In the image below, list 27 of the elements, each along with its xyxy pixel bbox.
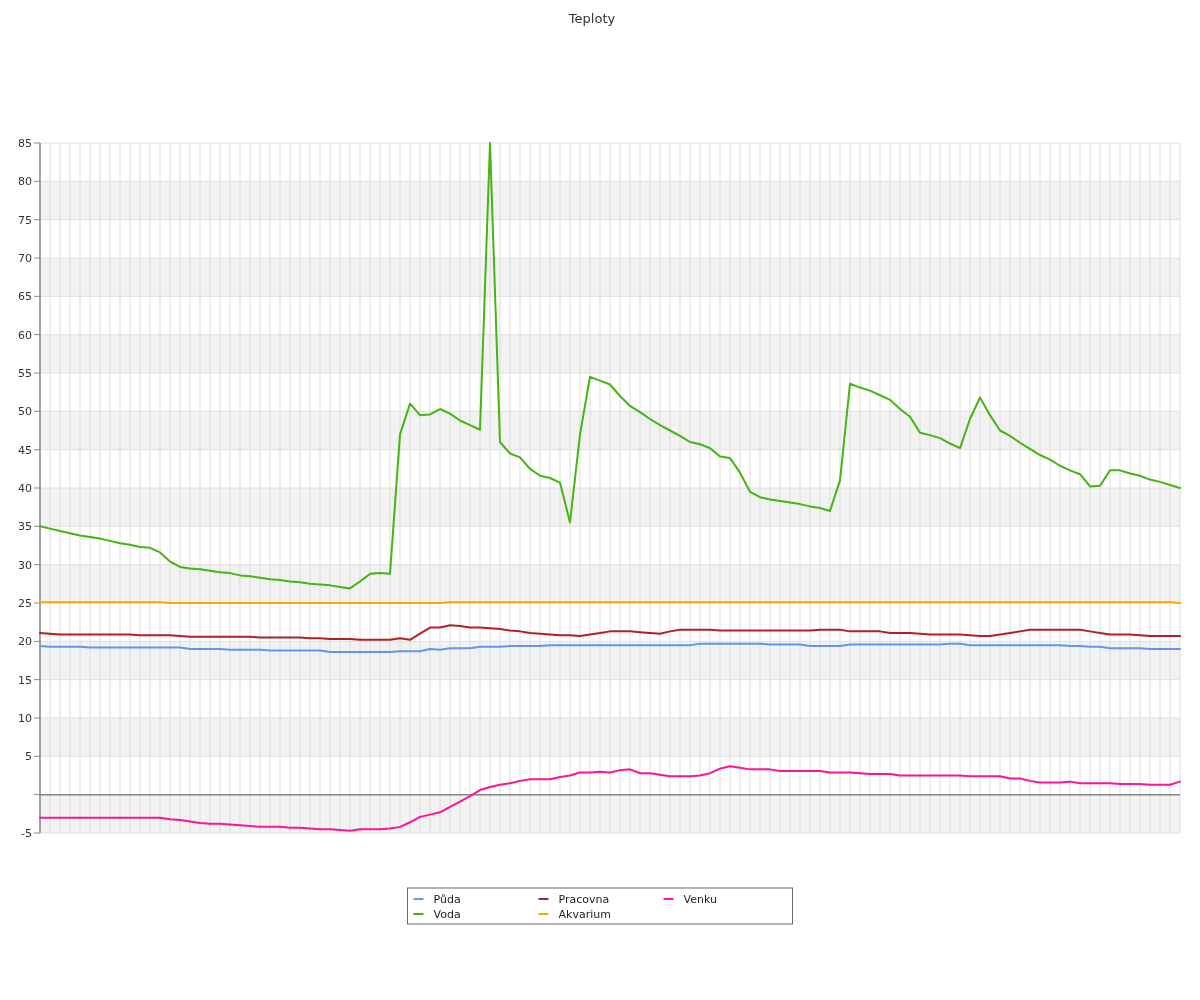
- y-tick-label: 40: [18, 481, 32, 495]
- y-tick-label: -5: [21, 826, 32, 840]
- legend-label: Půda: [433, 892, 461, 906]
- y-tick-label: 10: [18, 711, 32, 725]
- line-series: [39, 642, 1181, 654]
- y-tick-label: 65: [18, 290, 32, 304]
- line-series: [39, 142, 1181, 590]
- legend-label: Venku: [683, 892, 717, 906]
- legend-label: Akvarium: [558, 907, 611, 921]
- legend-label: Voda: [433, 907, 461, 921]
- y-tick-label: 35: [18, 520, 32, 534]
- y-tick-label: 45: [18, 443, 32, 457]
- line-series: [39, 624, 1181, 641]
- y-tick-label: 75: [18, 213, 32, 227]
- y-tick-label: 5: [25, 750, 32, 764]
- y-tick-label: 30: [18, 558, 32, 572]
- y-tick-label: 55: [18, 366, 32, 380]
- y-tick-label: 60: [18, 328, 32, 342]
- y-tick-label: 20: [18, 635, 32, 649]
- y-tick-label: 80: [18, 175, 32, 189]
- y-tick-label: 25: [18, 596, 32, 610]
- y-tick-label: 15: [18, 673, 32, 687]
- y-tick-label: 70: [18, 251, 32, 265]
- y-tick-label: 50: [18, 405, 32, 419]
- chart-title: Teploty: [567, 11, 616, 26]
- y-tick-label: 85: [18, 136, 32, 150]
- legend-label: Pracovna: [558, 892, 610, 906]
